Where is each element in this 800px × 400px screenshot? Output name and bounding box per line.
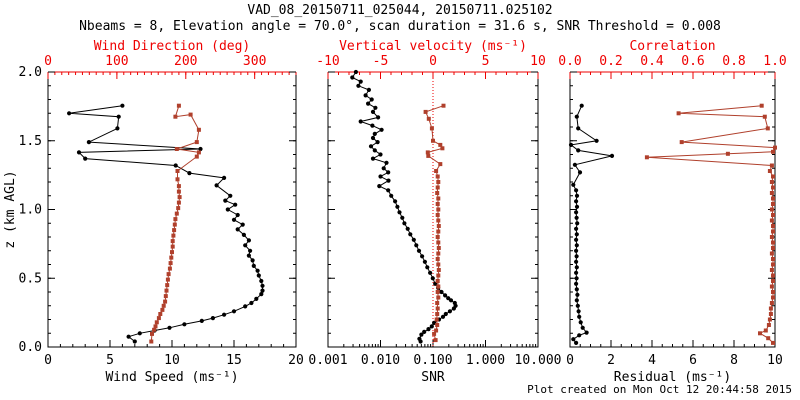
wind-direction-series [149, 103, 201, 344]
residual-top-tick-label: 1.0 [763, 54, 786, 69]
wind-bottom-tick-label: 15 [226, 353, 242, 368]
wind-bottom-tick-label: 10 [164, 353, 180, 368]
snr-bottom-tick-label: 0.100 [413, 353, 452, 368]
residual-bottom-tick-label: 8 [730, 353, 738, 368]
wind-frame [47, 72, 297, 348]
residual-bottom-tick-label: 4 [648, 353, 656, 368]
snr-bottom-tick-label: 1.000 [466, 353, 505, 368]
snr-bottom-axis-title: SNR [421, 370, 445, 385]
residual-top-tick-label: 0.0 [558, 54, 581, 69]
residual-profile-series [568, 103, 615, 345]
residual-top-tick-label: 0.4 [640, 54, 664, 69]
snr-panel: 0.001 0.010 0.100 1.000 10.000 SNR -10 -5 0 5 10Ve… [308, 39, 561, 385]
residual-top-tick-label: 0.6 [681, 54, 704, 69]
z-tick-label: 0.5 [19, 271, 42, 286]
snr-top-axis-title: Vertical velocity (ms⁻¹) [339, 39, 527, 54]
snr-profile-series [350, 69, 458, 344]
wind-top-tick-label: 100 [105, 54, 128, 69]
z-tick-label: 1.0 [19, 203, 42, 218]
plot-created-timestamp: Plot created on Mon Oct 12 20:44:58 2015 [527, 383, 792, 396]
wind-panel: 0 5 10 15 20 Wind Speed (ms⁻¹) 0 100 200 300Wind … [19, 39, 304, 385]
residual-bottom-tick-label: 6 [689, 353, 697, 368]
residual-top-tick-label: 0.2 [599, 54, 622, 69]
residual-panel: 0 2 4 6 8 10 Residual (ms⁻¹) 0.0 0.2 0.4 0.6 0.8 1.0… [558, 39, 786, 385]
snr-top-tick-label: -5 [373, 54, 389, 69]
residual-bottom-tick-label: 0 [566, 353, 574, 368]
snr-top-tick-label: 5 [482, 54, 490, 69]
vertical-velocity-series [423, 103, 446, 343]
z-tick-label: 1.5 [19, 134, 42, 149]
snr-bottom-tick-label: 10.000 [515, 353, 562, 368]
snr-bottom-tick-label: 0.010 [361, 353, 400, 368]
wind-bottom-tick-label: 0 [44, 353, 52, 368]
residual-bottom-axis-title: Residual (ms⁻¹) [614, 370, 731, 385]
wind-bottom-tick-label: 5 [106, 353, 114, 368]
wind-bottom-axis-title: Wind Speed (ms⁻¹) [105, 370, 238, 385]
wind-speed-series [67, 103, 265, 344]
wind-top-tick-label: 0 [44, 54, 52, 69]
wind-top-axis-title: Wind Direction (deg) [94, 39, 251, 54]
z-tick-label: 2.0 [19, 65, 42, 80]
plot-title: VAD_08_20150711_025044, 20150711.025102 [247, 3, 553, 18]
snr-top-tick-label: 0 [429, 54, 437, 69]
wind-top-tick-label: 300 [243, 54, 266, 69]
residual-top-tick-label: 0.8 [722, 54, 745, 69]
residual-bottom-tick-label: 10 [767, 353, 783, 368]
snr-top-tick-label: 10 [530, 54, 546, 69]
z-tick-label: 0.0 [19, 340, 42, 355]
snr-bottom-tick-label: 0.001 [308, 353, 347, 368]
residual-frame [569, 72, 776, 348]
wind-bottom-tick-label: 20 [288, 353, 304, 368]
snr-frame [327, 72, 539, 348]
residual-bottom-tick-label: 2 [607, 353, 615, 368]
wind-top-tick-label: 200 [174, 54, 197, 69]
correlation-series [644, 103, 777, 345]
y-axis-title: z (km AGL) [3, 170, 18, 248]
residual-top-axis-title: Correlation [629, 39, 715, 54]
snr-top-tick-label: -10 [316, 54, 339, 69]
plot-subtitle: Nbeams = 8, Elevation angle = 70.0°, sca… [79, 19, 721, 34]
